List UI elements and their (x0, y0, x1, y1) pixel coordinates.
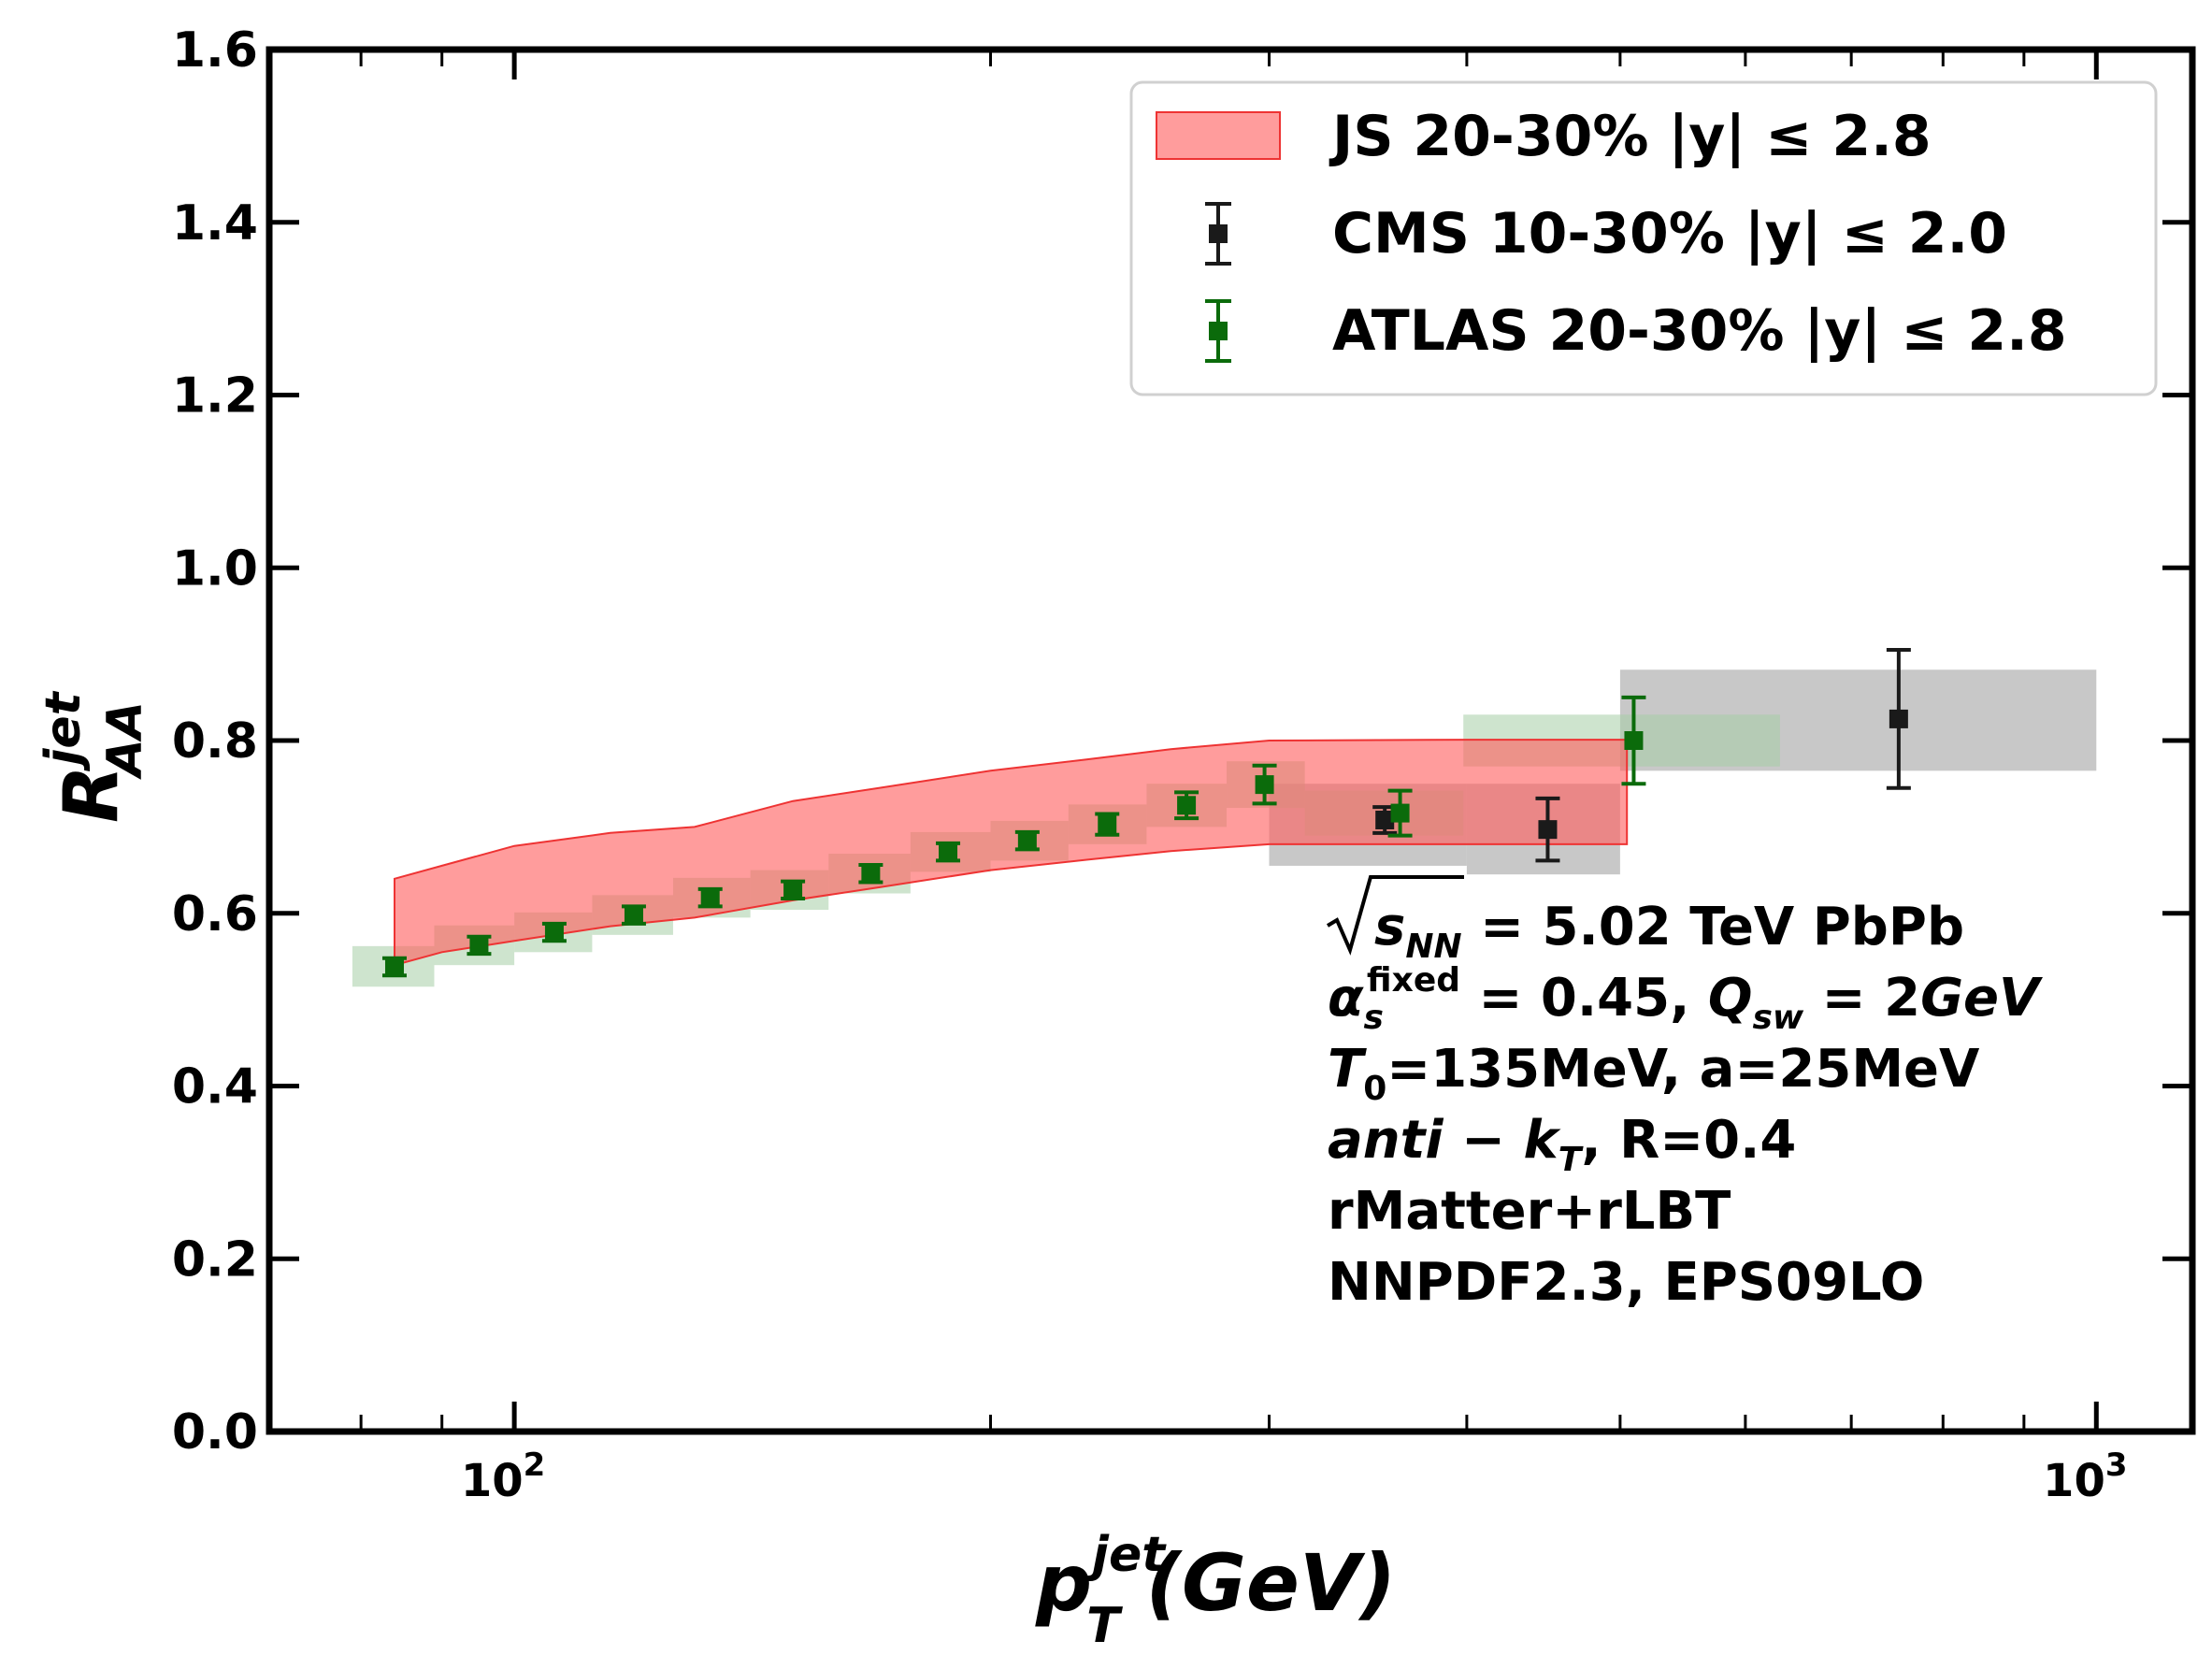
atlas-point-13 (1621, 695, 1646, 786)
atlas-marker (1177, 796, 1197, 815)
y-tick-label: 0.8 (172, 713, 258, 770)
cms-marker (1375, 810, 1395, 829)
atlas-marker (544, 923, 564, 943)
atlas-point-7 (936, 841, 961, 863)
y-tick-label: 1.2 (172, 368, 258, 425)
atlas-point-12 (1387, 788, 1413, 838)
sqrt-radical (1326, 875, 1464, 956)
atlas-point-3 (621, 904, 646, 926)
y-tick-label: 0.0 (172, 1404, 258, 1461)
annotation-model: rMatter+rLBT (1328, 1181, 1731, 1242)
annotation-sqrt-s: sNN = 5.02 TeV PbPb (1374, 897, 1964, 966)
legend-marker (1209, 224, 1228, 243)
atlas-point-0 (381, 956, 407, 978)
cms-point-1 (1535, 796, 1560, 863)
atlas-marker (1017, 831, 1037, 851)
atlas-marker (783, 880, 803, 899)
plot-area (352, 648, 2097, 987)
x-axis-label: pjet T (GeV) (1035, 1527, 1396, 1654)
cms-marker (1889, 709, 1908, 728)
axis-labels: pjet T (GeV) Rjet AA (36, 690, 1396, 1654)
atlas-point-8 (1014, 829, 1040, 852)
legend-marker (1209, 322, 1228, 340)
atlas-marker (1255, 775, 1274, 795)
atlas-point-9 (1095, 812, 1120, 837)
atlas-marker (700, 888, 720, 908)
atlas-marker (469, 935, 489, 955)
atlas-marker (1624, 731, 1644, 750)
legend-label: CMS 10-30% |y| ≤ 2.0 (1332, 201, 2007, 266)
y-tick-label: 0.2 (172, 1231, 258, 1288)
y-tick-label: 1.4 (172, 195, 258, 252)
atlas-marker (1390, 803, 1410, 823)
cms-marker (1538, 820, 1558, 840)
annotation-pdf: NNPDF2.3, EPS09LO (1328, 1252, 1924, 1313)
y-tick-label: 1.6 (172, 22, 258, 79)
atlas-marker (624, 905, 643, 925)
annotation-algo: anti − kT, R=0.4 (1328, 1110, 1796, 1179)
atlas-marker (861, 864, 881, 884)
legend-band-swatch (1156, 111, 1281, 160)
y-tick-label: 1.0 (172, 540, 258, 597)
y-axis-label: Rjet AA (36, 690, 153, 823)
atlas-point-4 (697, 886, 723, 909)
atlas-marker (939, 842, 958, 862)
legend: JS 20-30% |y| ≤ 2.8 CMS 10-30% |y| ≤ 2.0 A… (1129, 80, 2158, 396)
y-axis-label-text: Rjet AA (36, 690, 153, 823)
annotation-t0: T0=135MeV, a=25MeV (1328, 1039, 1980, 1108)
legend-label: ATLAS 20-30% |y| ≤ 2.8 (1332, 298, 2067, 364)
annotation-alpha: αsfixed = 0.45, Qsw = 2GeV (1328, 961, 2044, 1037)
atlas-point-11 (1252, 763, 1277, 806)
y-tick-label: 0.6 (172, 886, 258, 943)
x-tick-label: 103 (2043, 1446, 2127, 1507)
data-layer (352, 648, 2097, 987)
x-tick-label: 102 (461, 1446, 545, 1507)
atlas-marker (384, 957, 404, 977)
atlas-point-2 (541, 921, 567, 943)
atlas-marker (1098, 814, 1117, 834)
legend-label: JS 20-30% |y| ≤ 2.8 (1329, 104, 1932, 169)
y-tick-label: 0.4 (172, 1059, 258, 1115)
cms-point-0 (1372, 805, 1398, 835)
legend-box (1129, 80, 2158, 396)
atlas-point-1 (467, 934, 492, 957)
atlas-point-10 (1174, 790, 1199, 821)
atlas-point-5 (781, 879, 806, 901)
axes: 0.0 0.2 0.4 0.6 0.8 1.0 1.2 1.4 1.6 102 103 (172, 22, 2196, 1507)
cms-point-2 (1886, 648, 1911, 790)
atlas-point-6 (858, 863, 883, 885)
